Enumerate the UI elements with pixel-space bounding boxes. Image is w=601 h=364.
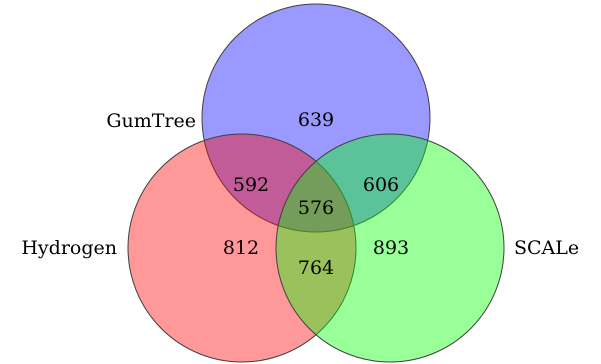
scale-only-count: 893 <box>373 237 409 259</box>
gumtree-only-count: 639 <box>298 109 334 131</box>
scale-circle <box>275 133 505 363</box>
hydrogen-circle <box>127 133 357 363</box>
hydrogen-scale-count: 764 <box>298 257 334 279</box>
gumtree-label: GumTree <box>106 110 196 132</box>
all-three-count: 576 <box>298 197 334 219</box>
gumtree-hydrogen-count: 592 <box>233 174 269 196</box>
gumtree-scale-count: 606 <box>363 174 399 196</box>
hydrogen-only-count: 812 <box>223 237 259 259</box>
scale-label: SCALe <box>514 237 579 259</box>
gumtree-circle <box>201 3 431 233</box>
hydrogen-label: Hydrogen <box>21 237 117 259</box>
